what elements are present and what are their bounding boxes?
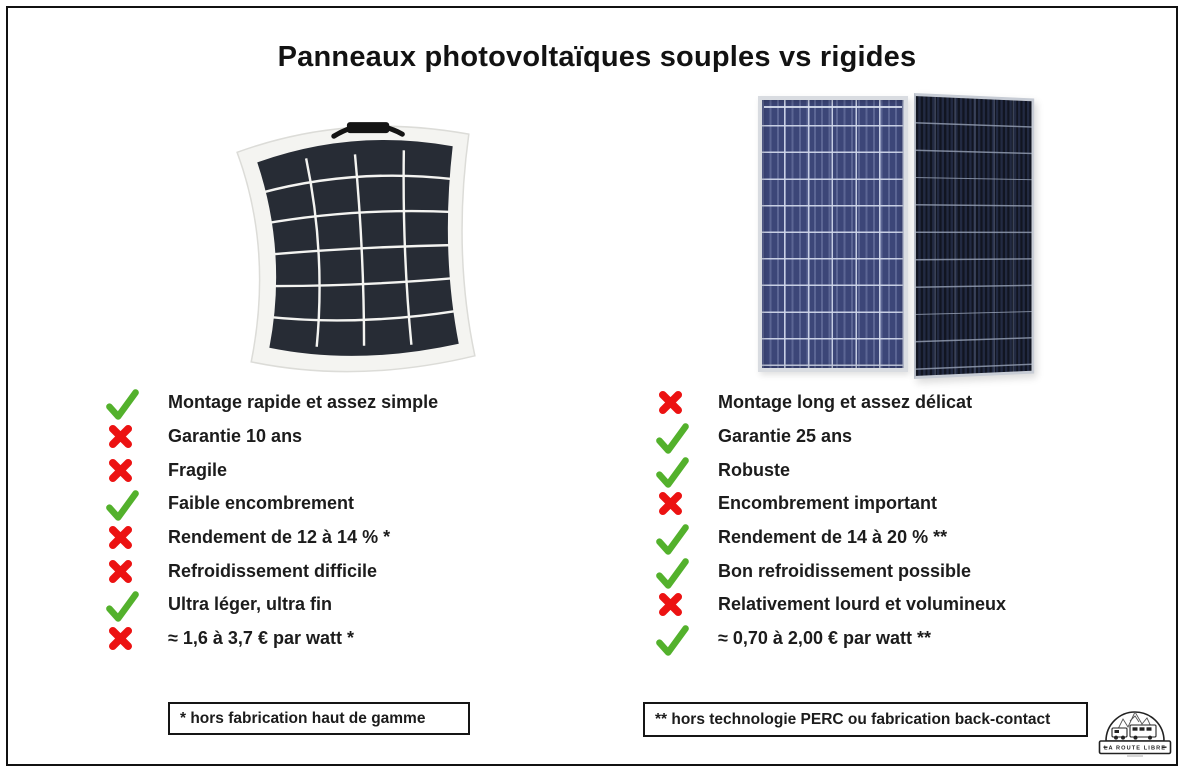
list-item: Robuste [654,453,1154,488]
mountains-icon [1114,711,1156,736]
flexible-solar-panel-image [236,122,476,373]
list-item-text: Robuste [718,459,790,480]
list-item-text: Garantie 25 ans [718,426,853,447]
la-route-libre-logo: LA ROUTE LIBRE [1098,711,1172,757]
footnote-flexible: * hors fabrication haut de gamme [168,702,470,735]
rigid-solar-panels-image [748,88,1053,388]
list-item-text: Ultra léger, ultra fin [168,594,333,615]
list-item: ≈ 0,70 à 2,00 € par watt ** [654,622,1154,656]
list-item: Montage rapide et assez simple [104,386,604,421]
check-icon [104,382,168,423]
cross-icon [654,388,718,417]
list-item-text: Garantie 10 ans [168,426,303,447]
list-item: Montage long et assez délicat [654,386,1154,420]
list-item: Garantie 25 ans [654,420,1154,454]
list-item-text: Refroidissement difficile [168,560,378,581]
check-icon [104,483,168,524]
cross-icon [104,624,168,653]
list-item: Faible encombrement [104,487,604,522]
cross-icon [104,422,168,451]
page-title: Panneaux photovoltaïques souples vs rigi… [277,41,917,73]
list-item: Bon refroidissement possible [654,554,1154,589]
list-item: Encombrement important [654,487,1154,521]
list-item: Refroidissement difficile [104,554,604,588]
panel-handle-icon [331,122,405,139]
cross-icon [654,590,718,619]
list-item: Rendement de 14 à 20 % ** [654,521,1154,555]
check-icon [654,450,718,491]
list-item-text: Encombrement important [718,493,938,514]
vehicles-icon [1111,724,1157,740]
list-item-text: ≈ 0,70 à 2,00 € par watt ** [718,628,931,649]
footnote-text: ** hors technologie PERC ou fabrication … [655,710,1051,728]
footnote-text: * hors fabrication haut de gamme [180,709,426,727]
check-icon [654,416,718,457]
list-item: Ultra léger, ultra fin [104,588,604,623]
list-item-text: Faible encombrement [168,493,355,514]
list-item: Rendement de 12 à 14 % * [104,521,604,555]
list-item-text: Bon refroidissement possible [718,560,972,581]
rigid-panel-list: Montage long et assez délicat Garantie 2… [654,386,1154,656]
list-item-text: Montage long et assez délicat [718,392,973,413]
cross-icon [104,523,168,552]
check-icon [104,584,168,625]
flexible-panel-list: Montage rapide et assez simple Garantie … [104,386,604,656]
rigid-panel-back [914,93,1035,379]
cross-icon [654,489,718,518]
check-icon [654,551,718,592]
cross-icon [104,456,168,485]
list-item-text: Montage rapide et assez simple [168,392,439,413]
list-item: Fragile [104,453,604,487]
list-item: ≈ 1,6 à 3,7 € par watt * [104,622,604,656]
logo-banner-text: LA ROUTE LIBRE [1104,745,1166,751]
list-item: Relativement lourd et volumineux [654,588,1154,622]
list-item-text: Fragile [168,459,228,480]
check-icon [654,517,718,558]
cross-icon [104,557,168,586]
list-item-text: Relativement lourd et volumineux [718,594,1007,615]
check-icon [654,618,718,659]
list-item: Garantie 10 ans [104,420,604,454]
list-item-text: ≈ 1,6 à 3,7 € par watt * [168,628,354,649]
rigid-panel-front [758,96,908,372]
footnote-rigid: ** hors technologie PERC ou fabrication … [643,702,1088,737]
list-item-text: Rendement de 14 à 20 % ** [718,527,948,548]
list-item-text: Rendement de 12 à 14 % * [168,527,391,548]
